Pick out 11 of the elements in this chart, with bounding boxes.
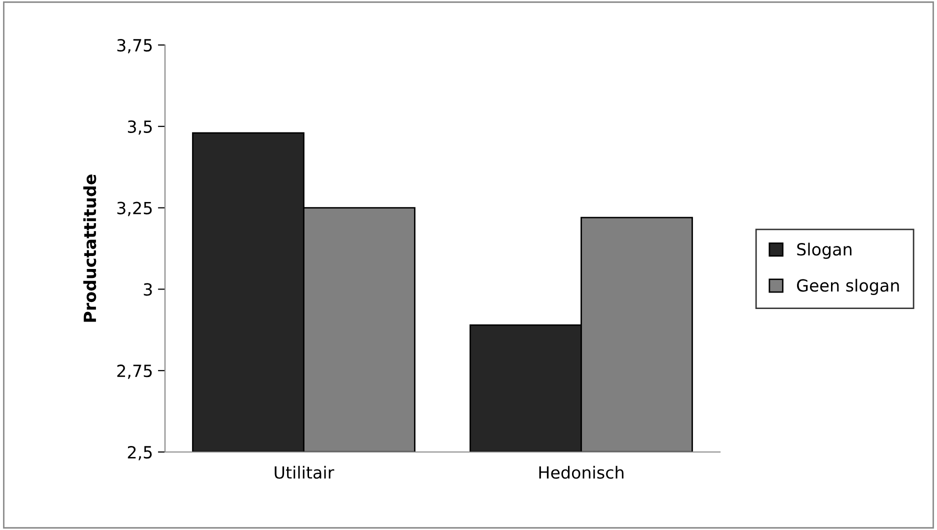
x-tick-label: Utilitair bbox=[274, 466, 334, 479]
legend-label: Slogan bbox=[797, 242, 852, 259]
y-tick-label: 3,75 bbox=[117, 38, 152, 54]
y-tick-label: 3,25 bbox=[117, 202, 152, 216]
y-tick-label: 3,5 bbox=[128, 120, 152, 135]
legend-label: Geen slogan bbox=[797, 278, 899, 295]
y-tick-label: 2,75 bbox=[117, 364, 152, 379]
y-tick-label: 2,5 bbox=[128, 446, 152, 460]
y-axis-title: Productattitude bbox=[83, 174, 96, 322]
y-tick-label: 3 bbox=[144, 283, 152, 296]
x-tick-label: Hedonisch bbox=[539, 466, 624, 479]
